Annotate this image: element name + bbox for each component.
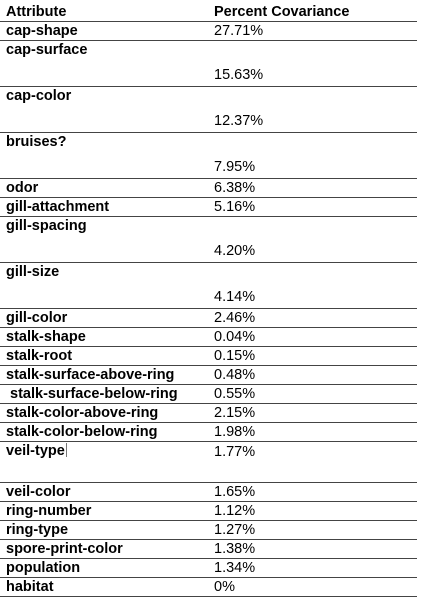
percent-cell: 0.55% bbox=[214, 386, 256, 402]
attribute-cell: ring-number bbox=[6, 503, 92, 519]
attribute-cell: veil-type bbox=[6, 442, 67, 460]
table-row: stalk-shape 0.04% bbox=[0, 328, 417, 347]
table-row: spore-print-color 1.38% bbox=[0, 540, 417, 559]
attribute-cell: cap-color bbox=[6, 88, 72, 104]
table-row: stalk-color-above-ring 2.15% bbox=[0, 404, 417, 423]
percent-cell: 5.16% bbox=[214, 199, 256, 215]
table-row: bruises? 7.95% bbox=[0, 133, 417, 179]
attribute-cell: cap-surface bbox=[6, 42, 88, 58]
attribute-cell: habitat bbox=[6, 579, 54, 595]
attribute-cell: ring-type bbox=[6, 522, 69, 538]
percent-cell: 2.15% bbox=[214, 405, 256, 421]
attribute-cell: stalk-surface-above-ring bbox=[6, 367, 175, 383]
table-row: stalk-color-below-ring 1.98% bbox=[0, 423, 417, 442]
table-row: gill-spacing 4.20% bbox=[0, 217, 417, 263]
attribute-cell: stalk-color-below-ring bbox=[6, 424, 158, 440]
percent-cell: 0.04% bbox=[214, 329, 256, 345]
table-row: odor 6.38% bbox=[0, 179, 417, 198]
percent-cell: 6.38% bbox=[214, 180, 256, 196]
table-row: gill-attachment 5.16% bbox=[0, 198, 417, 217]
attribute-cell: stalk-root bbox=[6, 348, 73, 364]
attribute-cell: odor bbox=[6, 180, 39, 196]
table-row: ring-type 1.27% bbox=[0, 521, 417, 540]
table-row: gill-color 2.46% bbox=[0, 309, 417, 328]
attribute-cell: stalk-color-above-ring bbox=[6, 405, 159, 421]
table-header-row: Attribute Percent Covariance bbox=[0, 3, 417, 22]
table-row: veil-color 1.65% bbox=[0, 483, 417, 502]
attribute-cell: gill-spacing bbox=[6, 218, 87, 234]
percent-cell: 0% bbox=[214, 579, 235, 595]
attribute-cell: gill-attachment bbox=[6, 199, 110, 215]
percent-cell: 7.95% bbox=[214, 159, 256, 175]
percent-cell: 2.46% bbox=[214, 310, 256, 326]
attribute-cell: population bbox=[6, 560, 81, 576]
percent-cell: 12.37% bbox=[214, 113, 264, 129]
table-row: cap-surface 15.63% bbox=[0, 41, 417, 87]
attribute-cell: gill-size bbox=[6, 264, 60, 280]
table-row: ring-number 1.12% bbox=[0, 502, 417, 521]
percent-cell: 0.15% bbox=[214, 348, 256, 364]
percent-cell: 4.14% bbox=[214, 289, 256, 305]
percent-cell: 1.34% bbox=[214, 560, 256, 576]
percent-cell: 15.63% bbox=[214, 67, 264, 83]
table-row: stalk-surface-above-ring 0.48% bbox=[0, 366, 417, 385]
table-row: population 1.34% bbox=[0, 559, 417, 578]
table-row: cap-shape 27.71% bbox=[0, 22, 417, 41]
attribute-cell: cap-shape bbox=[6, 23, 78, 39]
percent-cell: 1.12% bbox=[214, 503, 256, 519]
table-row: gill-size 4.14% bbox=[0, 263, 417, 309]
header-percent-covariance: Percent Covariance bbox=[214, 4, 350, 20]
percent-cell: 1.65% bbox=[214, 484, 256, 500]
percent-cell: 0.48% bbox=[214, 367, 256, 383]
attribute-text: veil-type bbox=[6, 443, 65, 459]
covariance-table: Attribute Percent Covariance cap-shape 2… bbox=[0, 3, 417, 597]
percent-cell: 1.27% bbox=[214, 522, 256, 538]
text-cursor bbox=[65, 443, 67, 457]
attribute-cell: gill-color bbox=[6, 310, 68, 326]
percent-cell: 1.77% bbox=[214, 444, 256, 460]
table-row: stalk-root 0.15% bbox=[0, 347, 417, 366]
attribute-cell: spore-print-color bbox=[6, 541, 123, 557]
attribute-cell: veil-color bbox=[6, 484, 71, 500]
percent-cell: 1.38% bbox=[214, 541, 256, 557]
percent-cell: 27.71% bbox=[214, 23, 264, 39]
header-attribute: Attribute bbox=[6, 4, 67, 20]
table-row: stalk-surface-below-ring 0.55% bbox=[0, 385, 417, 404]
table-row: cap-color 12.37% bbox=[0, 87, 417, 133]
attribute-cell: stalk-shape bbox=[6, 329, 86, 345]
percent-cell: 4.20% bbox=[214, 243, 256, 259]
percent-cell: 1.98% bbox=[214, 424, 256, 440]
table-row: habitat 0% bbox=[0, 578, 417, 597]
attribute-cell: bruises? bbox=[6, 134, 67, 150]
attribute-cell: stalk-surface-below-ring bbox=[6, 386, 178, 402]
table-row: veil-type 1.77% bbox=[0, 442, 417, 483]
